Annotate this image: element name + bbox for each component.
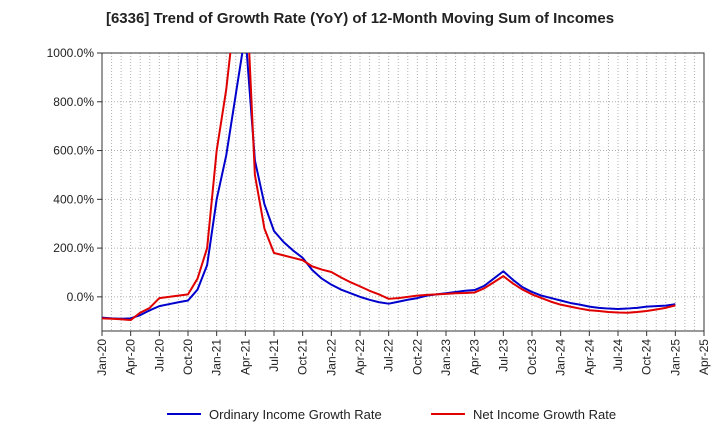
x-tick-label: Apr-22 <box>353 339 367 375</box>
y-tick-label: 0.0% <box>67 290 95 304</box>
x-tick-label: Oct-23 <box>525 339 539 375</box>
x-tick-label: Apr-21 <box>238 339 252 375</box>
x-tick-label: Oct-21 <box>296 339 310 375</box>
x-tick-label: Apr-23 <box>468 339 482 375</box>
series-line-2 <box>102 53 676 322</box>
x-tick-label: Jul-23 <box>496 339 510 372</box>
x-tick-label: Jan-23 <box>439 339 453 376</box>
plot-frame <box>101 52 705 332</box>
legend-label-2: Net Income Growth Rate <box>473 407 616 422</box>
x-tick-label: Jan-22 <box>324 339 338 376</box>
y-tick-label: 800.0% <box>53 95 94 109</box>
x-tick-label: Oct-24 <box>640 339 654 375</box>
legend-label-1: Ordinary Income Growth Rate <box>209 407 382 422</box>
x-tick-label: Oct-20 <box>181 339 195 375</box>
x-tick-label: Jan-20 <box>95 339 109 376</box>
x-tick-label: Apr-20 <box>124 339 138 375</box>
x-tick-label: Apr-24 <box>582 339 596 375</box>
x-tick-label: Jul-22 <box>382 339 396 372</box>
x-tick-label: Apr-25 <box>697 339 711 375</box>
y-tick-label: 1000.0% <box>47 46 95 60</box>
x-tick-label: Jan-21 <box>210 339 224 376</box>
y-tick-label: 400.0% <box>53 192 94 206</box>
x-tick-label: Jul-20 <box>152 339 166 372</box>
x-tick-label: Jan-25 <box>668 339 682 376</box>
series-line-1 <box>102 53 676 320</box>
x-tick-label: Jan-24 <box>554 339 568 376</box>
x-tick-label: Oct-22 <box>410 339 424 375</box>
x-tick-label: Jul-24 <box>611 339 625 372</box>
y-tick-label: 200.0% <box>53 241 94 255</box>
chart-title: [6336] Trend of Growth Rate (YoY) of 12-… <box>105 10 615 27</box>
x-tick-label: Jul-21 <box>267 339 281 372</box>
y-tick-label: 600.0% <box>53 144 94 158</box>
